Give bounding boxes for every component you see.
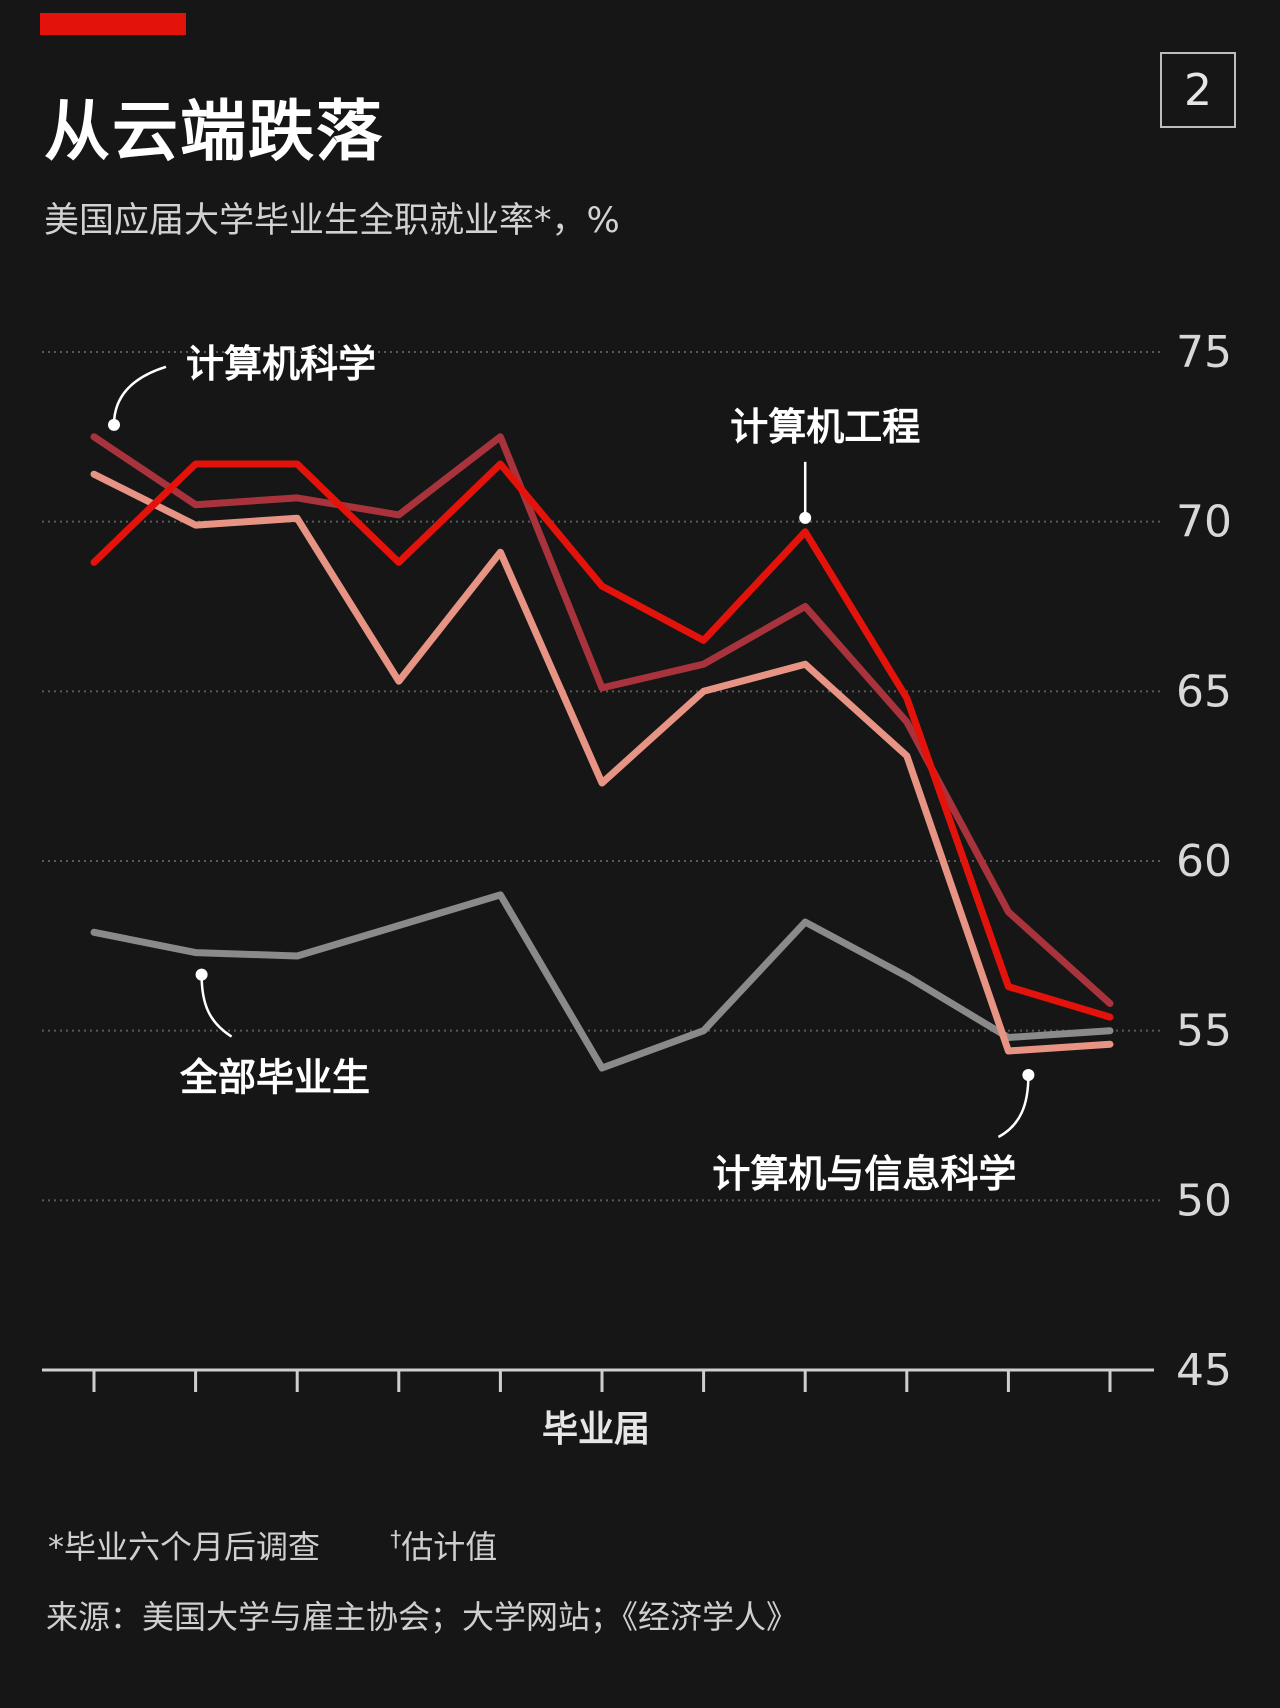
x-axis (42, 1368, 1154, 1392)
y-tick-label: 65 (1176, 666, 1232, 717)
dagger-mark: † (390, 1527, 402, 1553)
y-tick-label: 45 (1176, 1345, 1232, 1396)
footnote-estimate-text: 估计值 (401, 1528, 498, 1566)
annotation-leader (997, 1075, 1030, 1139)
brand-red-bar (40, 13, 186, 35)
series-line (90, 460, 1114, 1021)
y-tick-label: 75 (1176, 327, 1232, 378)
annotation-dot (799, 511, 812, 524)
annotation-dot (108, 418, 120, 431)
footnotes: *毕业六个月后调查 †估计值 (48, 1522, 497, 1568)
tick-labels: 4550556065707520151719212325† (1076, 327, 1233, 1410)
footnote-estimate: †估计值 (390, 1527, 498, 1566)
chart-title: 从云端跌落 (44, 93, 384, 170)
series-annotation-label: 计算机工程 (730, 405, 920, 449)
x-tick-label: 25† (1076, 1409, 1145, 1410)
y-tick-label: 60 (1176, 836, 1232, 887)
series-lines (90, 433, 1114, 1072)
annotation-leader (200, 974, 233, 1038)
chart-subtitle: 美国应届大学毕业生全职就业率*，% (44, 201, 620, 241)
y-tick-label: 55 (1176, 1006, 1232, 1057)
footnote-survey: *毕业六个月后调查 (48, 1528, 321, 1566)
series-line (90, 470, 1114, 1055)
x-axis-title: 毕业届 (541, 1409, 650, 1450)
y-tick-label: 50 (1176, 1175, 1232, 1226)
annotation-dot (1022, 1069, 1035, 1082)
y-tick-label: 70 (1176, 497, 1232, 548)
series-annotation-label: 计算机科学 (186, 342, 376, 386)
annotation-leader (112, 365, 167, 425)
series-line (90, 891, 1114, 1072)
series-annotation-label: 计算机与信息科学 (712, 1152, 1016, 1196)
series-annotation-label: 全部毕业生 (179, 1056, 370, 1100)
source-line: 来源：美国大学与雇主协会；大学网站；《经济学人》 (46, 1598, 799, 1636)
page-number-badge: 2 (1160, 52, 1236, 128)
